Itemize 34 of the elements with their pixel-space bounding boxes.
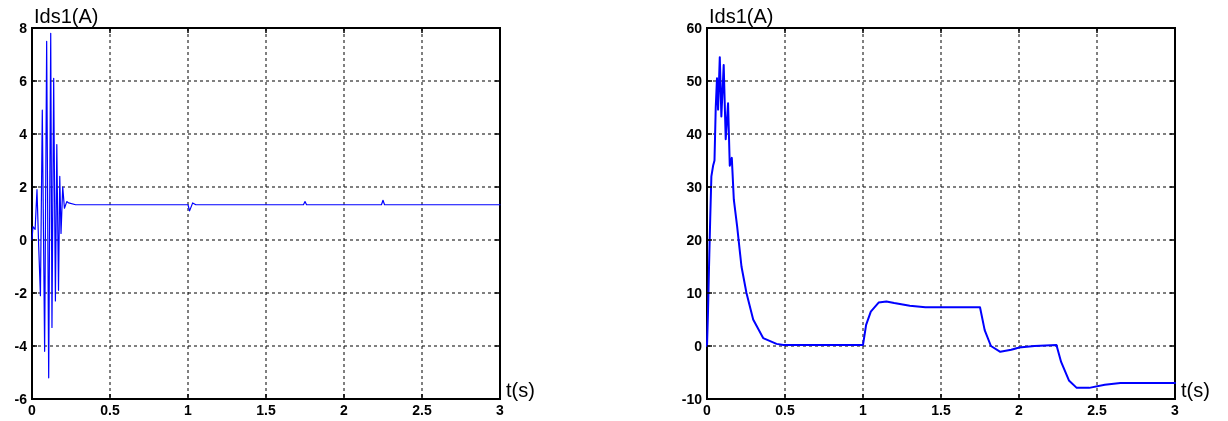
y-tick-label: 50 bbox=[686, 73, 703, 89]
line-series bbox=[31, 32, 501, 379]
line-series bbox=[706, 56, 1176, 389]
chart-title: Ids1(A) bbox=[34, 5, 99, 27]
chart-title: Ids1(A) bbox=[709, 5, 774, 27]
x-tick-label: 2.5 bbox=[1087, 402, 1107, 418]
x-axis-title: t(s) bbox=[506, 379, 535, 401]
y-tick-label: 60 bbox=[686, 20, 703, 36]
y-tick-label: 30 bbox=[686, 179, 703, 195]
y-tick-label: -2 bbox=[14, 285, 28, 301]
y-tick-label: 40 bbox=[686, 126, 703, 142]
y-tick-label: 6 bbox=[19, 73, 28, 89]
x-tick-label: 0.5 bbox=[100, 402, 120, 418]
y-tick-label: -10 bbox=[681, 391, 703, 407]
x-tick-label: 3 bbox=[496, 402, 505, 418]
y-tick-label: 8 bbox=[19, 20, 28, 36]
y-tick-label: 10 bbox=[686, 285, 703, 301]
y-tick-label: 0 bbox=[19, 232, 28, 248]
x-tick-label: 1 bbox=[859, 402, 868, 418]
x-tick-label: 3 bbox=[1171, 402, 1180, 418]
x-axis-title: t(s) bbox=[1181, 379, 1210, 401]
y-tick-label: -4 bbox=[14, 338, 28, 354]
x-tick-label: 2 bbox=[340, 402, 349, 418]
x-tick-label: 1 bbox=[184, 402, 193, 418]
x-tick-label: 1.5 bbox=[256, 402, 276, 418]
y-tick-label: -6 bbox=[14, 391, 28, 407]
x-tick-label: 2.5 bbox=[412, 402, 432, 418]
x-tick-label: 1.5 bbox=[931, 402, 951, 418]
y-tick-label: 4 bbox=[19, 126, 28, 142]
y-tick-label: 20 bbox=[686, 232, 703, 248]
y-tick-label: 0 bbox=[694, 338, 703, 354]
x-tick-label: 2 bbox=[1015, 402, 1024, 418]
x-tick-label: 0.5 bbox=[775, 402, 795, 418]
y-tick-label: 2 bbox=[19, 179, 28, 195]
